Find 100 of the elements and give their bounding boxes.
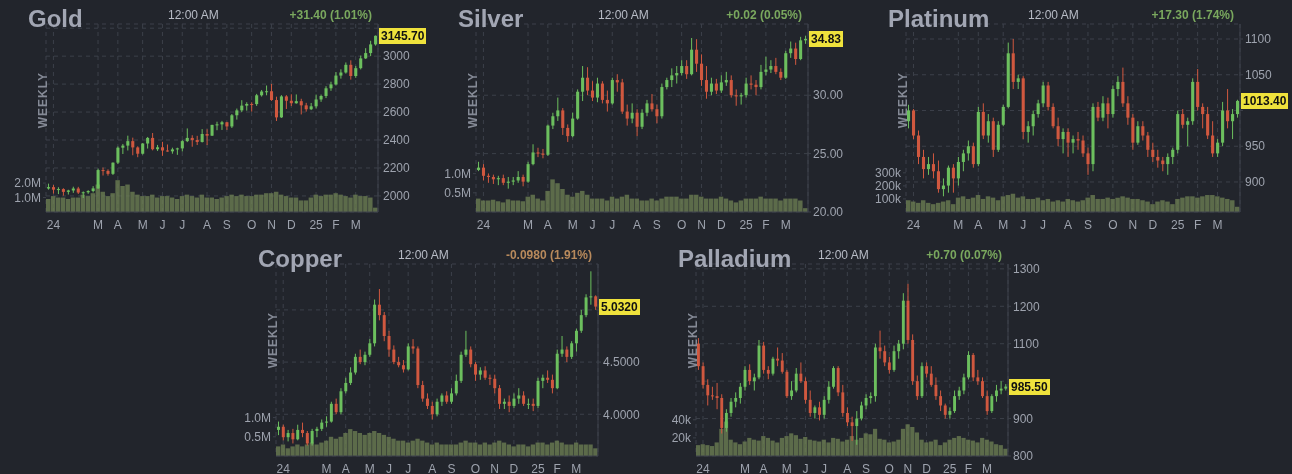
y-tick-label: 1050 (1245, 68, 1273, 83)
candlestick (790, 380, 794, 401)
bar (826, 442, 831, 456)
candlestick (101, 167, 105, 177)
bar (872, 428, 878, 456)
y2-tick-label: 200k (874, 179, 902, 194)
text: 3145.70 (379, 27, 427, 44)
x-tick-label: M (982, 461, 993, 474)
annotation: WEEKLY (896, 72, 910, 129)
x-tick-label: D (716, 217, 726, 232)
candlestick (971, 142, 975, 169)
text: 985.50 (1009, 378, 1050, 395)
x-tick-label: J (589, 217, 596, 232)
candlestick (454, 374, 458, 396)
bar (391, 438, 396, 456)
x-tick-label: F (332, 217, 340, 232)
candlestick (748, 363, 752, 386)
candlestick (921, 149, 926, 179)
candlestick (1106, 97, 1110, 129)
x-tick-label: A (759, 461, 768, 474)
candlestick (1061, 127, 1065, 154)
candlestick (859, 401, 863, 421)
candlestick (590, 80, 595, 102)
chart-title: Palladium (678, 245, 792, 273)
text: 12:00 AM (818, 248, 869, 262)
candlestick (274, 96, 279, 122)
x-tick-label: 25 (739, 217, 754, 232)
y2-tick-label: 1.0M (444, 166, 471, 181)
candlestick (382, 311, 386, 342)
candlestick (1046, 81, 1050, 111)
x-tick-label: J (821, 461, 828, 474)
x-tick-label: J (802, 461, 809, 474)
candlestick (1186, 117, 1190, 147)
y-tick-label: 2400 (383, 133, 411, 148)
y-tick-label: 2800 (383, 77, 411, 92)
chart-title: Copper (258, 245, 342, 273)
x-tick-label: O (676, 217, 687, 232)
candlestick (464, 330, 468, 358)
text: 12:00 AM (1028, 8, 1079, 22)
candlestick (907, 104, 911, 129)
x-tick-label: A (203, 217, 212, 232)
y2-tick-label: 100k (874, 192, 902, 207)
annotation: WEEKLY (686, 312, 700, 369)
candlestick (1151, 142, 1155, 163)
candlestick (353, 353, 357, 376)
candlestick (291, 428, 295, 444)
candlestick (697, 337, 700, 371)
x-tick-label: M (739, 461, 750, 474)
candlestick (387, 330, 391, 358)
x-tick-label: M (567, 217, 578, 232)
candlestick (1126, 95, 1130, 126)
x-tick-label: A (428, 461, 437, 474)
y-tick-label: 4.5000 (603, 355, 641, 370)
y2-tick-label: 0.5M (244, 430, 271, 445)
candlestick (1166, 152, 1170, 176)
x-tick-label: J (1040, 217, 1047, 232)
candlestick (377, 288, 381, 321)
candlestick (581, 65, 585, 102)
y2-tick-label: 300k (874, 166, 902, 181)
candlestick (225, 121, 229, 131)
x-tick-label: 25 (1171, 217, 1185, 232)
x-tick-label: N (903, 461, 913, 474)
candlestick (776, 346, 780, 367)
candlestick (1031, 109, 1035, 137)
candlestick (349, 59, 353, 81)
y-tick-label: 800 (1013, 449, 1034, 464)
chart-title: Gold (28, 5, 83, 33)
candlestick (556, 97, 560, 122)
annotation: WEEKLY (36, 72, 50, 129)
x-tick-label: 24 (46, 217, 61, 232)
candlestick (584, 293, 588, 318)
candlestick (915, 375, 919, 401)
bar (961, 437, 966, 456)
y-tick-label: 20.00 (813, 205, 844, 220)
x-tick-label: A (633, 217, 642, 232)
candlestick (981, 102, 985, 140)
x-tick-label: J (1020, 217, 1027, 232)
x-tick-label: A (113, 217, 122, 232)
candlestick (1051, 102, 1055, 129)
x-tick-label: M (571, 461, 582, 474)
x-tick-label: M (1212, 217, 1223, 232)
candlestick (165, 143, 169, 153)
bar (863, 433, 868, 456)
candlestick (695, 38, 699, 73)
x-tick-label: O (1108, 217, 1118, 232)
candlestick (600, 80, 604, 104)
bar (905, 424, 910, 456)
candlestick (512, 392, 516, 409)
bar (761, 436, 766, 456)
x-tick-label: J (405, 461, 412, 474)
candlestick (1041, 81, 1045, 108)
candlestick (1086, 147, 1090, 176)
y-tick-label: 900 (1013, 411, 1034, 426)
y-tick-label: 2600 (383, 105, 411, 120)
text: 34.83 (809, 30, 844, 47)
candlestick (220, 120, 224, 131)
bar (975, 442, 980, 456)
candlestick (1226, 88, 1230, 129)
candlestick (1081, 135, 1085, 158)
candlestick (571, 112, 575, 138)
